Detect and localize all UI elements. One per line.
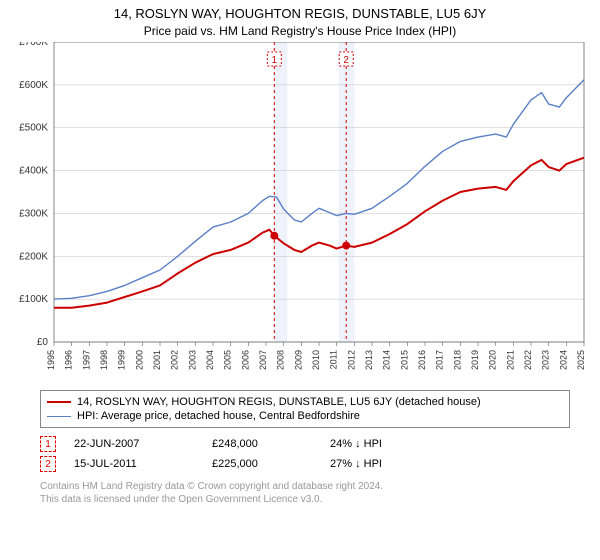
svg-text:2023: 2023 xyxy=(541,350,551,370)
svg-text:2020: 2020 xyxy=(488,350,498,370)
svg-text:1996: 1996 xyxy=(64,350,74,370)
chart-svg: £0 £100K £200K £300K £400K £500K £600K £700K 199… xyxy=(10,42,590,382)
sale-price-2: £225,000 xyxy=(212,458,312,470)
svg-text:1999: 1999 xyxy=(117,350,127,370)
sales-row-1: 1 22-JUN-2007 £248,000 24% ↓ HPI xyxy=(40,434,570,454)
svg-text:2002: 2002 xyxy=(170,350,180,370)
svg-text:2025: 2025 xyxy=(576,350,586,370)
svg-text:2001: 2001 xyxy=(152,350,162,370)
legend-swatch-property xyxy=(47,401,71,403)
svg-text:2000: 2000 xyxy=(134,350,144,370)
svg-text:£100K: £100K xyxy=(19,294,48,305)
sale-date-1: 22-JUN-2007 xyxy=(74,438,194,450)
sale-price-1: £248,000 xyxy=(212,438,312,450)
chart-title-1: 14, ROSLYN WAY, HOUGHTON REGIS, DUNSTABL… xyxy=(0,0,600,21)
svg-text:£0: £0 xyxy=(37,337,49,348)
marker-box-2: 2 xyxy=(40,456,56,472)
svg-text:2016: 2016 xyxy=(417,350,427,370)
svg-text:2010: 2010 xyxy=(311,350,321,370)
svg-text:1997: 1997 xyxy=(81,350,91,370)
marker-box-1: 1 xyxy=(40,436,56,452)
sale-delta-2: 27% ↓ HPI xyxy=(330,458,450,470)
page-root: 14, ROSLYN WAY, HOUGHTON REGIS, DUNSTABL… xyxy=(0,0,600,560)
svg-text:2: 2 xyxy=(343,55,349,66)
svg-text:2005: 2005 xyxy=(223,350,233,370)
legend-box: 14, ROSLYN WAY, HOUGHTON REGIS, DUNSTABL… xyxy=(40,390,570,428)
svg-text:1995: 1995 xyxy=(46,350,56,370)
footer-line-2: This data is licensed under the Open Gov… xyxy=(40,493,570,506)
svg-text:2009: 2009 xyxy=(293,350,303,370)
svg-text:2024: 2024 xyxy=(558,350,568,370)
footer: Contains HM Land Registry data © Crown c… xyxy=(40,480,570,506)
sales-table: 1 22-JUN-2007 £248,000 24% ↓ HPI 2 15-JU… xyxy=(40,434,570,474)
svg-text:£700K: £700K xyxy=(19,42,48,48)
svg-text:£300K: £300K xyxy=(19,208,48,219)
svg-text:2015: 2015 xyxy=(399,350,409,370)
svg-text:£400K: £400K xyxy=(19,166,48,177)
legend-row-property: 14, ROSLYN WAY, HOUGHTON REGIS, DUNSTABL… xyxy=(47,395,563,409)
svg-text:2013: 2013 xyxy=(364,350,374,370)
svg-text:2003: 2003 xyxy=(187,350,197,370)
sales-row-2: 2 15-JUL-2011 £225,000 27% ↓ HPI xyxy=(40,454,570,474)
footer-line-1: Contains HM Land Registry data © Crown c… xyxy=(40,480,570,493)
svg-text:2011: 2011 xyxy=(329,350,339,369)
svg-text:2019: 2019 xyxy=(470,350,480,370)
svg-text:£500K: £500K xyxy=(19,123,48,134)
svg-text:2021: 2021 xyxy=(505,350,515,370)
svg-text:2017: 2017 xyxy=(435,350,445,370)
svg-text:1998: 1998 xyxy=(99,350,109,370)
svg-text:2007: 2007 xyxy=(258,350,268,370)
chart-title-2: Price paid vs. HM Land Registry's House … xyxy=(0,21,600,42)
svg-text:2018: 2018 xyxy=(452,350,462,370)
svg-text:2006: 2006 xyxy=(240,350,250,370)
svg-text:2022: 2022 xyxy=(523,350,533,370)
legend-label-hpi: HPI: Average price, detached house, Cent… xyxy=(77,410,360,422)
chart-area: £0 £100K £200K £300K £400K £500K £600K £700K 199… xyxy=(10,42,590,382)
svg-text:1: 1 xyxy=(272,55,278,66)
legend-label-property: 14, ROSLYN WAY, HOUGHTON REGIS, DUNSTABL… xyxy=(77,396,481,408)
svg-text:2004: 2004 xyxy=(205,350,215,370)
svg-text:2008: 2008 xyxy=(276,350,286,370)
svg-text:£200K: £200K xyxy=(19,251,48,262)
svg-text:2014: 2014 xyxy=(382,350,392,370)
svg-text:2012: 2012 xyxy=(346,350,356,370)
legend-swatch-hpi xyxy=(47,416,71,417)
svg-text:£600K: £600K xyxy=(19,80,48,91)
sale-delta-1: 24% ↓ HPI xyxy=(330,438,450,450)
legend-row-hpi: HPI: Average price, detached house, Cent… xyxy=(47,409,563,423)
sale-date-2: 15-JUL-2011 xyxy=(74,458,194,470)
